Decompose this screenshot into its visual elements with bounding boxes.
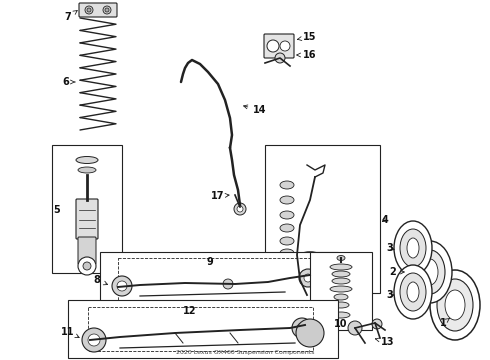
Text: 17: 17 (211, 191, 229, 201)
Circle shape (78, 257, 96, 275)
Text: 5: 5 (53, 205, 60, 215)
Ellipse shape (280, 249, 294, 257)
Circle shape (223, 279, 233, 289)
Circle shape (282, 252, 338, 308)
Circle shape (348, 321, 362, 335)
Ellipse shape (334, 294, 348, 300)
Text: 15: 15 (297, 32, 317, 42)
Ellipse shape (330, 286, 352, 292)
Circle shape (87, 8, 91, 12)
Ellipse shape (437, 279, 473, 331)
Ellipse shape (422, 259, 438, 285)
Circle shape (304, 274, 316, 286)
Circle shape (237, 206, 243, 212)
Text: 3: 3 (387, 243, 394, 253)
Bar (310, 252, 372, 330)
Circle shape (280, 41, 290, 51)
Circle shape (295, 265, 325, 295)
Ellipse shape (415, 250, 445, 294)
Circle shape (88, 334, 100, 346)
Ellipse shape (445, 290, 465, 320)
Ellipse shape (400, 273, 426, 311)
Bar (100, 252, 338, 310)
FancyBboxPatch shape (264, 34, 294, 58)
Circle shape (304, 274, 312, 282)
Bar (265, 145, 380, 293)
Circle shape (296, 319, 324, 347)
Text: 10: 10 (334, 319, 348, 329)
Circle shape (234, 203, 246, 215)
Text: 13: 13 (375, 337, 395, 347)
Ellipse shape (280, 181, 294, 189)
Ellipse shape (407, 282, 419, 302)
Ellipse shape (337, 256, 345, 261)
Ellipse shape (280, 224, 294, 232)
Ellipse shape (407, 238, 419, 258)
Ellipse shape (430, 270, 480, 340)
Circle shape (297, 323, 307, 333)
Text: 8: 8 (94, 275, 108, 285)
Ellipse shape (280, 196, 294, 204)
Ellipse shape (333, 302, 349, 308)
Circle shape (85, 6, 93, 14)
Text: 4: 4 (382, 215, 389, 225)
Ellipse shape (76, 157, 98, 163)
Ellipse shape (394, 265, 432, 319)
Ellipse shape (280, 211, 294, 219)
Text: 2: 2 (390, 267, 404, 277)
Circle shape (372, 319, 382, 329)
Ellipse shape (78, 167, 96, 173)
Bar (68, 300, 338, 358)
Text: 7: 7 (65, 10, 77, 22)
Circle shape (82, 328, 106, 352)
Bar (52, 145, 122, 273)
Ellipse shape (400, 229, 426, 267)
Circle shape (105, 8, 109, 12)
Ellipse shape (280, 237, 294, 245)
Circle shape (103, 6, 111, 14)
Text: 16: 16 (297, 50, 317, 60)
Circle shape (83, 262, 91, 270)
Bar (88, 307, 313, 351)
Circle shape (117, 281, 127, 291)
Ellipse shape (280, 261, 294, 269)
Ellipse shape (332, 271, 350, 277)
FancyBboxPatch shape (78, 237, 96, 264)
Circle shape (112, 276, 132, 296)
FancyBboxPatch shape (79, 3, 117, 17)
Text: 1: 1 (440, 318, 449, 328)
FancyBboxPatch shape (76, 199, 98, 239)
Text: 11: 11 (61, 327, 79, 338)
Ellipse shape (330, 264, 352, 270)
Ellipse shape (394, 221, 432, 275)
Text: 14: 14 (244, 105, 267, 115)
Circle shape (267, 40, 279, 52)
Circle shape (292, 318, 312, 338)
Ellipse shape (408, 241, 452, 303)
Ellipse shape (332, 278, 350, 284)
Text: 2020 Lexus GX460 Suspension Components: 2020 Lexus GX460 Suspension Components (176, 350, 314, 355)
Text: 3: 3 (387, 290, 394, 300)
Bar (118, 258, 318, 302)
Circle shape (299, 269, 317, 287)
Ellipse shape (332, 312, 350, 318)
Text: 6: 6 (63, 77, 75, 87)
Text: 12: 12 (183, 306, 197, 316)
Circle shape (275, 53, 285, 63)
Text: 9: 9 (207, 257, 213, 267)
